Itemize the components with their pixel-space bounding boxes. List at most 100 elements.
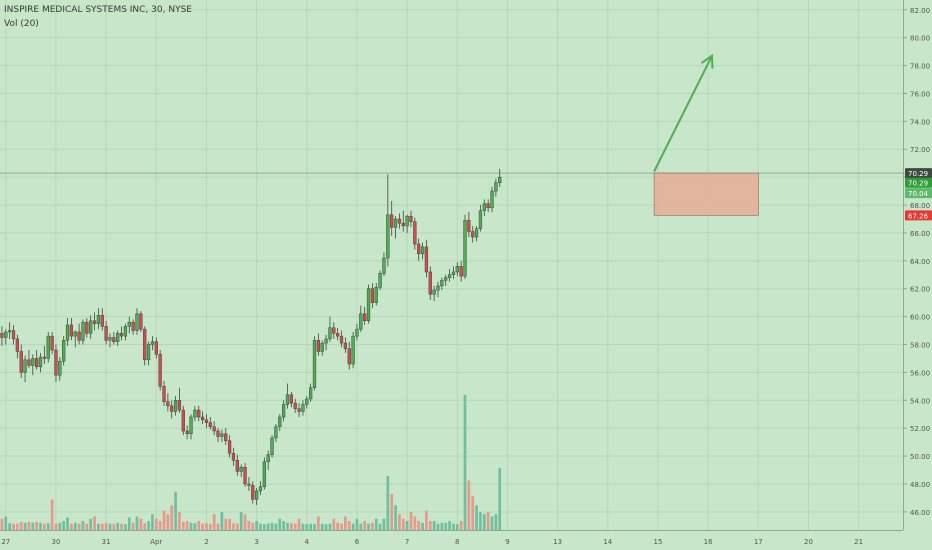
candle-body (401, 222, 405, 227)
price-label-box (905, 168, 932, 179)
volume-bar (363, 521, 367, 530)
candle (173, 396, 178, 416)
volume-bar (459, 521, 463, 530)
candle (320, 340, 324, 356)
candle (216, 428, 220, 443)
candle-body (270, 437, 274, 455)
price-label: 70.29 (908, 170, 928, 178)
price-label-box (905, 188, 932, 199)
candle-body (397, 218, 402, 224)
candle-body (170, 405, 174, 412)
candle-body (424, 246, 429, 273)
price-tick-label: 74.00 (910, 118, 930, 126)
candle (247, 477, 251, 491)
volume-bar (259, 523, 262, 530)
volume-bar (498, 467, 502, 530)
candle-body (15, 338, 20, 352)
volume-bar (0, 518, 4, 530)
volume-bar (444, 522, 448, 530)
candle-body (220, 433, 224, 437)
candle (251, 481, 255, 504)
volume-bar (286, 522, 289, 530)
volume-bar (409, 512, 413, 530)
candle-body (77, 331, 81, 341)
volume-bar (23, 522, 27, 530)
candle (366, 284, 371, 324)
candle-body (382, 257, 386, 274)
candle (498, 168, 502, 187)
volume-bar (347, 521, 351, 530)
candle (42, 345, 47, 365)
candle (285, 383, 290, 409)
candle (54, 344, 58, 383)
candle (374, 283, 378, 306)
price-tick-label: 76.00 (910, 90, 930, 98)
volume-bar (251, 522, 255, 530)
volume-bar (467, 480, 471, 530)
candle (393, 216, 398, 239)
candle (204, 414, 209, 429)
volume-bar (16, 523, 19, 530)
volume-bar (374, 518, 378, 530)
volume-bar (31, 522, 35, 530)
candle (486, 199, 490, 212)
candle-body (81, 321, 85, 341)
volume-bar (127, 517, 131, 530)
price-label: 67.26 (908, 212, 929, 220)
candle-body (23, 359, 27, 373)
candle-body (231, 453, 236, 461)
volume-bar (320, 523, 324, 530)
candle-body (154, 341, 158, 355)
candle (123, 323, 128, 341)
candle-body (0, 333, 4, 338)
candle-body (19, 351, 23, 373)
candle-body (374, 287, 378, 303)
target-arrow-head (701, 53, 714, 69)
candle-body (409, 215, 413, 223)
candle-body (54, 349, 58, 376)
volume-bar (12, 523, 15, 530)
volume-legend[interactable]: Vol (20) (4, 19, 39, 29)
candle-body (100, 314, 104, 327)
candle (100, 308, 104, 331)
volume-bar (85, 523, 89, 530)
price-tick-label: 68.00 (910, 202, 930, 210)
candle (316, 333, 321, 356)
volume-bar (436, 523, 440, 530)
price-tick-label: 80.00 (910, 35, 930, 43)
candle (69, 318, 74, 341)
candle (266, 450, 270, 471)
candle (162, 380, 166, 406)
volume-bar (405, 521, 409, 530)
candle-body (258, 486, 263, 492)
volume-bar (340, 523, 343, 530)
candle-body (393, 218, 398, 228)
symbol-legend[interactable]: INSPIRE MEDICAL SYSTEMS INC, 30, NYSE (4, 5, 192, 15)
candle (324, 334, 328, 351)
volume-bar (355, 518, 359, 530)
candle (150, 336, 155, 351)
price-label-box (905, 177, 932, 188)
volume-bar (27, 521, 31, 530)
candle-body (200, 416, 205, 421)
volume-bar (66, 517, 69, 530)
time-tick-label: 4 (305, 538, 310, 546)
volume-bar (77, 523, 81, 530)
volume-bar (162, 510, 166, 530)
candle-body (490, 190, 494, 209)
volume-bar (235, 523, 239, 530)
candle (390, 200, 394, 236)
candle-body (96, 314, 101, 324)
candle (158, 350, 162, 391)
candle-body (428, 271, 432, 295)
volume-bar (282, 521, 285, 530)
volume-bar (301, 523, 305, 530)
price-label: 70.29 (908, 180, 928, 188)
candle-body (378, 273, 382, 288)
candle (227, 435, 232, 458)
candle-body (235, 460, 239, 472)
candle (231, 447, 236, 466)
candle-body (208, 422, 212, 428)
candle (494, 178, 498, 197)
